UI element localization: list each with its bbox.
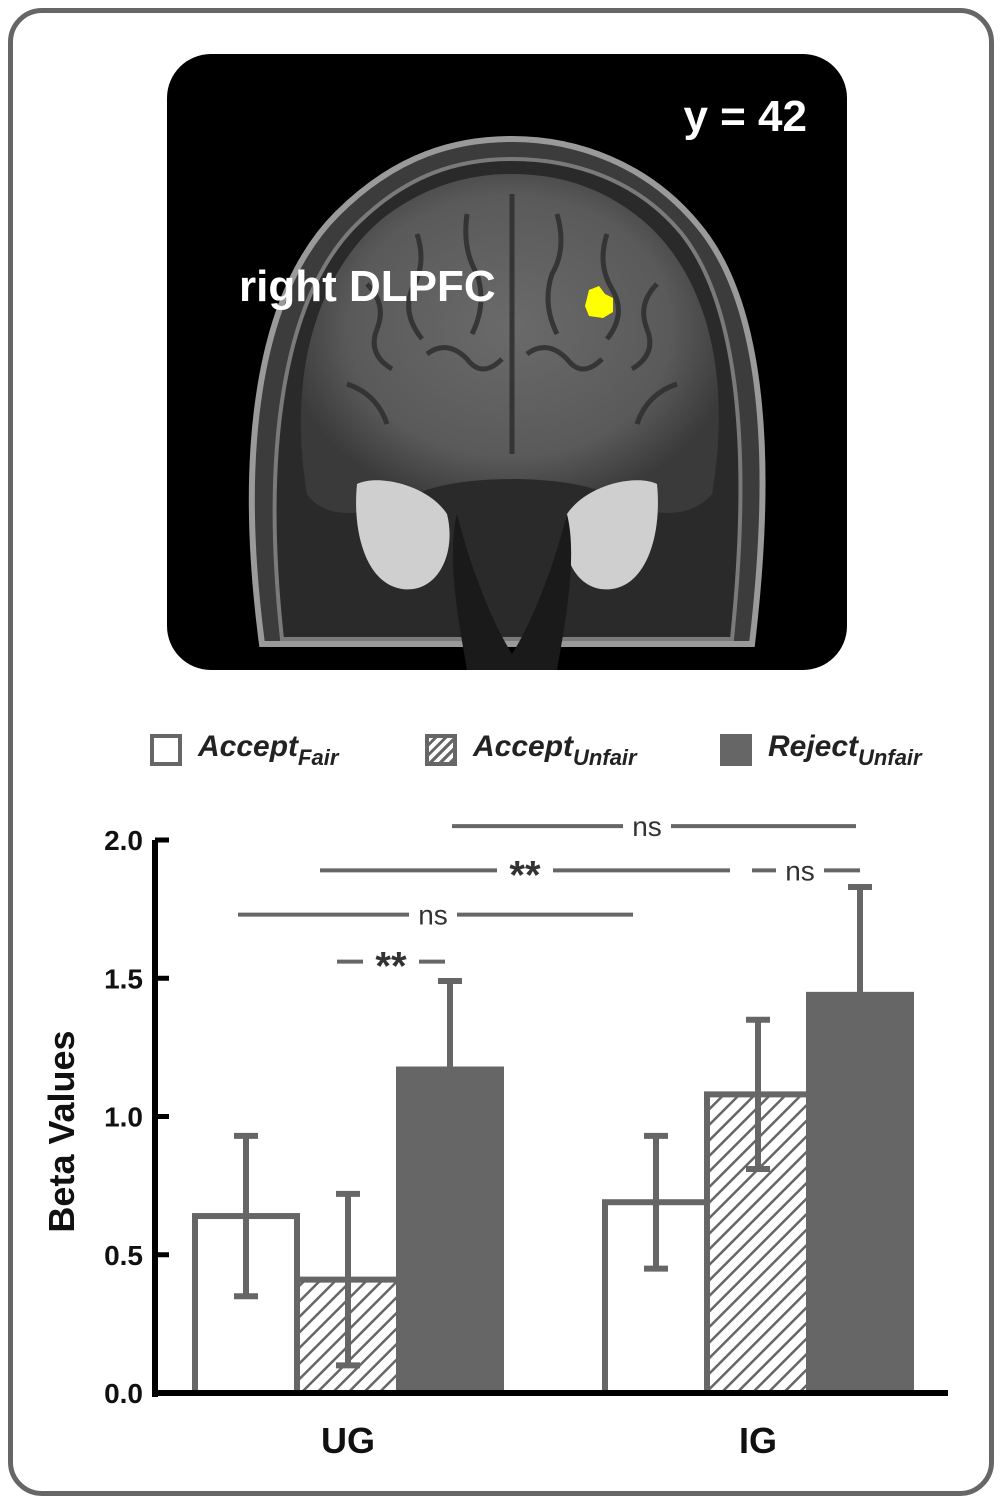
legend-swatch-open	[150, 734, 182, 766]
y-tick-label: 2.0	[104, 825, 143, 856]
slice-label: y = 42	[683, 92, 807, 141]
significance-label: **	[509, 853, 541, 897]
x-tick-label: UG	[321, 1420, 375, 1461]
y-axis-label: Beta Values	[41, 1030, 82, 1232]
region-label: right DLPFC	[239, 262, 496, 311]
legend-label: AcceptUnfair	[473, 730, 637, 770]
legend-label: RejectUnfair	[768, 730, 922, 770]
y-tick-label: 0.5	[104, 1240, 143, 1271]
significance-label: ns	[632, 811, 662, 842]
legend-label: AcceptFair	[198, 730, 339, 770]
significance-label: **	[375, 945, 407, 989]
brain-image-panel: y = 42 right DLPFC	[167, 54, 847, 670]
significance-label: ns	[785, 855, 815, 886]
bar-chart: UG IG 0.0 0.5 1.0 1.5 2.0 Beta Values ** ns ** ns ns	[41, 811, 948, 1461]
brain-mri-image	[248, 135, 766, 670]
y-tick-label: 1.0	[104, 1102, 143, 1133]
significance-label: ns	[418, 900, 448, 931]
y-tick-label: 1.5	[104, 963, 143, 994]
y-tick-label: 0.0	[104, 1378, 143, 1409]
legend-swatch-hatched	[425, 734, 457, 766]
dlpfc-highlight	[585, 286, 613, 318]
legend-swatch-filled	[720, 734, 752, 766]
chart-legend: AcceptFair AcceptUnfair RejectUnfair	[150, 730, 970, 778]
x-tick-label: IG	[739, 1420, 777, 1461]
